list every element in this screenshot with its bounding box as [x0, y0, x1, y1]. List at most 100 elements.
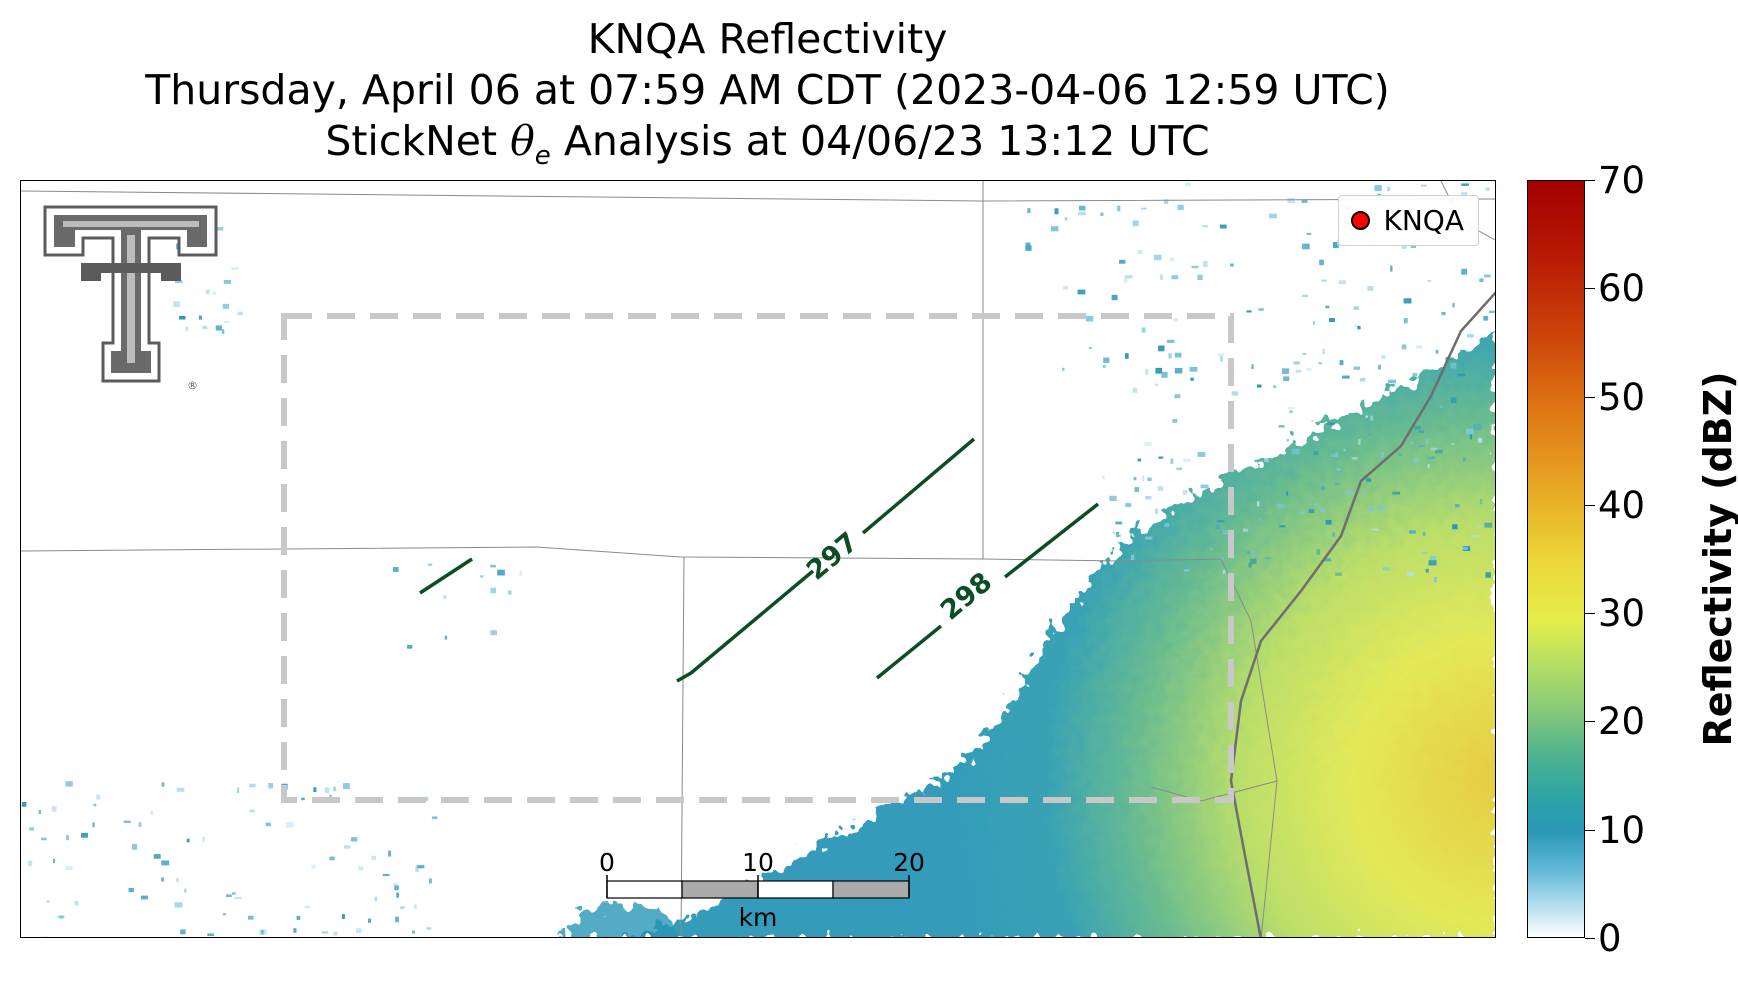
echo-speck	[1428, 560, 1437, 566]
echo-speck	[1154, 383, 1159, 386]
echo-speck	[1461, 192, 1468, 198]
colorbar-tick-50	[1585, 396, 1595, 398]
echo-speck	[1158, 456, 1164, 459]
echo-speck	[212, 291, 216, 295]
echo-speck	[1308, 509, 1315, 514]
echo-speck	[1161, 371, 1168, 378]
echo-speck	[490, 587, 496, 594]
echo-speck	[374, 896, 378, 902]
echo-speck	[1319, 259, 1324, 266]
echo-speck	[186, 838, 190, 843]
echo-speck	[333, 786, 337, 792]
echo-speck	[1183, 458, 1191, 463]
echo-speck	[1281, 368, 1290, 374]
echo-speck	[66, 835, 69, 841]
echo-speck	[231, 267, 239, 270]
echo-speck	[368, 918, 372, 923]
echo-speck	[343, 783, 350, 789]
echo-speck	[1115, 521, 1123, 525]
echo-speck	[1362, 491, 1366, 494]
echo-speck	[426, 927, 432, 930]
echo-speck	[1329, 318, 1335, 323]
map-canvas: 297 298 0 10 20 km	[21, 181, 1495, 937]
echo-speck	[1325, 520, 1332, 525]
echo-speck	[411, 930, 416, 934]
echo-speck	[393, 883, 398, 887]
echo-speck	[1100, 212, 1104, 216]
echo-speck	[1085, 315, 1094, 322]
echo-speck	[1452, 524, 1458, 530]
echo-speck	[396, 892, 399, 898]
echo-speck	[1485, 187, 1490, 191]
echo-speck	[407, 644, 413, 649]
echo-speck	[176, 787, 185, 792]
echo-speck	[1370, 415, 1373, 421]
echo-speck	[296, 916, 301, 920]
colorbar-tick-60	[1585, 288, 1595, 290]
echo-speck	[1378, 506, 1386, 511]
echo-speck	[150, 810, 154, 815]
echo-speck	[1189, 366, 1198, 372]
echo-speck	[1382, 567, 1390, 571]
figure-title: KNQA Reflectivity Thursday, April 06 at …	[20, 14, 1515, 182]
echo-speck	[1314, 503, 1320, 507]
echo-speck	[1242, 528, 1248, 532]
logo-registered-mark: ®	[187, 379, 198, 392]
echo-speck	[1125, 275, 1133, 279]
analysis-domain-box	[281, 313, 1234, 803]
echo-speck	[1343, 448, 1346, 452]
echo-speck	[1421, 551, 1427, 555]
echo-speck	[1283, 376, 1290, 381]
radar-map[interactable]: 297 298 0 10 20 km	[20, 180, 1496, 938]
contour-298-line	[875, 502, 1100, 680]
scale-unit: km	[739, 903, 778, 932]
echo-speck	[1326, 422, 1335, 426]
echo-speck	[161, 877, 165, 882]
echo-speck	[1125, 353, 1129, 359]
echo-speck	[1171, 275, 1179, 280]
reflectivity-colorbar	[1527, 180, 1585, 938]
echo-speck	[1299, 511, 1305, 514]
echo-speck	[1358, 439, 1361, 445]
echo-speck	[1440, 405, 1444, 408]
echo-speck	[1359, 377, 1366, 382]
echo-speck	[1289, 410, 1293, 414]
echo-speck	[431, 816, 438, 820]
echo-speck	[268, 783, 273, 789]
echo-speck	[1413, 458, 1419, 464]
echo-speck	[1130, 554, 1135, 561]
echo-speck	[519, 570, 523, 576]
echo-speck	[1461, 268, 1467, 275]
echo-speck	[1230, 263, 1234, 267]
echo-speck	[223, 321, 230, 324]
title-line-1: KNQA Reflectivity	[587, 15, 948, 63]
echo-speck	[1219, 224, 1227, 229]
echo-speck	[1157, 486, 1163, 491]
echo-speck	[1137, 250, 1143, 254]
echo-speck	[1170, 458, 1174, 464]
echo-speck	[1306, 368, 1312, 371]
echo-speck	[1258, 517, 1261, 521]
echo-speck	[1025, 242, 1031, 249]
echo-speck	[1197, 274, 1203, 280]
echo-speck	[1471, 534, 1479, 539]
echo-speck	[429, 878, 432, 884]
echo-speck	[1339, 360, 1344, 366]
echo-speck	[249, 783, 256, 788]
echo-speck	[1177, 204, 1184, 210]
echo-speck	[1133, 477, 1137, 481]
echo-speck	[1273, 385, 1277, 388]
echo-speck	[1407, 571, 1415, 577]
echo-speck	[427, 563, 433, 566]
echo-speck	[1484, 522, 1493, 528]
echo-speck	[1477, 525, 1483, 528]
county-boundaries	[21, 181, 1495, 937]
echo-speck	[1220, 356, 1223, 362]
colorbar-tick-40	[1585, 504, 1595, 506]
colorbar-tick-0	[1585, 938, 1595, 939]
echo-speck	[93, 803, 97, 807]
echo-speck	[1366, 478, 1372, 482]
echo-speck	[1164, 199, 1169, 204]
echo-speck	[1462, 457, 1466, 462]
echo-speck	[1140, 207, 1147, 210]
